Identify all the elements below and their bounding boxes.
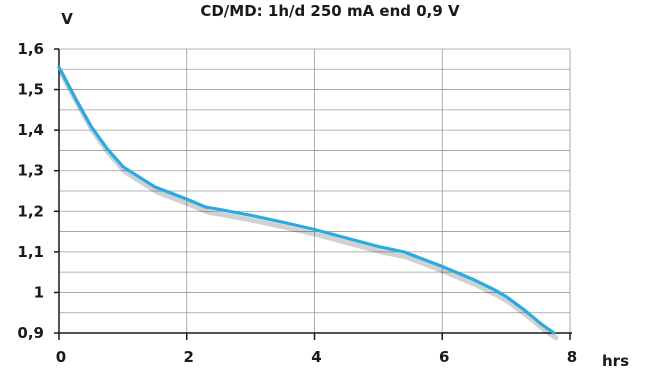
x-axis-label: hrs xyxy=(602,352,629,370)
chart-title: CD/MD: 1h/d 250 mA end 0,9 V xyxy=(200,2,460,20)
y-tick-label: 0,9 xyxy=(17,324,44,342)
x-tick-label: 0 xyxy=(56,348,66,366)
x-tick-label: 4 xyxy=(311,348,321,366)
x-tick-label: 6 xyxy=(439,348,449,366)
series-line-shadow xyxy=(58,69,559,341)
series xyxy=(57,65,556,335)
y-tick-label: 1,1 xyxy=(17,243,44,261)
y-tick-label: 1,6 xyxy=(17,40,44,58)
y-tick-label: 1,4 xyxy=(17,121,44,139)
y-tick-label: 1,3 xyxy=(17,162,44,180)
x-tick-label: 2 xyxy=(184,348,194,366)
y-tick-label: 1,5 xyxy=(17,81,44,99)
axes xyxy=(58,49,572,334)
y-axis-label: V xyxy=(61,10,73,28)
y-tick-label: 1 xyxy=(34,283,44,301)
tick-labels: 0,9 1 1,1 1,2 1,3 1,4 1,5 1,6 0 2 4 6 8 xyxy=(17,40,577,366)
x-tick-label: 8 xyxy=(567,348,577,366)
voltage-series-line xyxy=(57,65,556,335)
grid xyxy=(54,48,571,340)
y-tick-label: 1,2 xyxy=(17,202,44,220)
series-shadow xyxy=(58,69,559,341)
